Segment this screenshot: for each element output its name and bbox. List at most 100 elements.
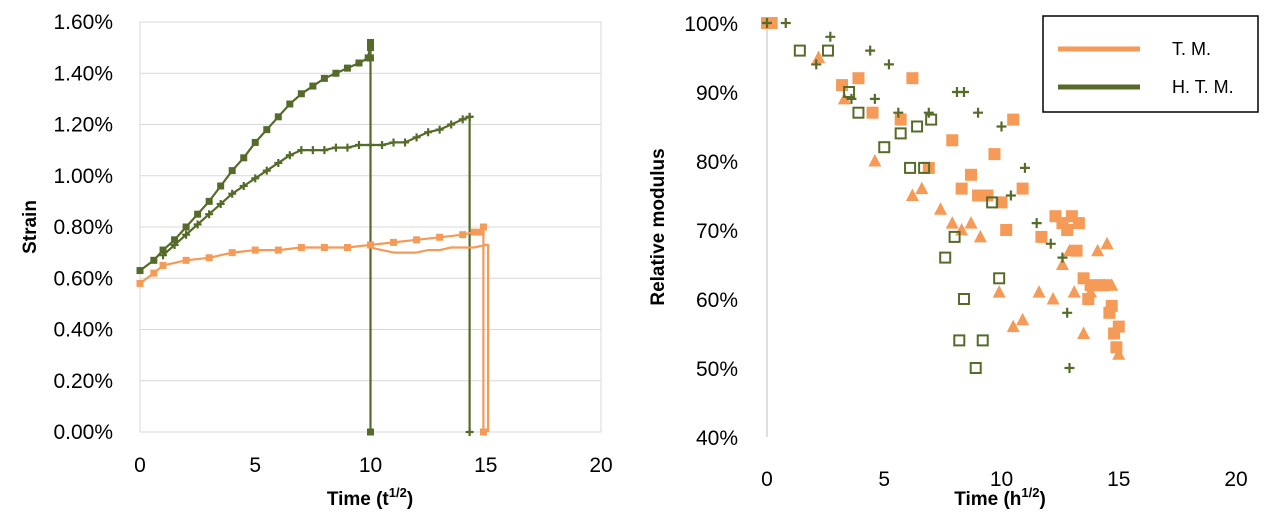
data-point [843,86,856,98]
strain-x-axis-title: Time (t1/2) [327,485,413,510]
data-point [866,106,879,119]
modulus-series [761,17,1126,374]
data-point [995,196,1008,209]
data-point [1061,224,1074,236]
data-point [1031,218,1042,229]
data-point [1062,307,1073,318]
data-point [1063,243,1077,257]
strain-chart: 0.00% 0.20% 0.40% 0.60% 0.80% 1.00% 1.20% 1.40%… [20,11,613,510]
data-point [367,54,374,62]
data-point [367,428,374,436]
data-point [780,18,791,28]
strain-series [136,39,490,436]
y-tick-label: 70% [696,220,738,243]
legend-label-tm: T. M. [1172,39,1211,59]
data-point [150,256,158,264]
data-point [1064,363,1075,373]
data-point [811,59,822,70]
strain-x-tick-labels: 0 5 10 15 20 [134,454,613,477]
data-point [1055,257,1069,270]
data-point [964,216,978,229]
data-point [389,138,398,147]
y-tick-label: 0.80% [53,216,113,239]
data-point [217,182,225,190]
data-point [993,272,1006,285]
data-point [821,44,834,57]
data-point [479,428,487,436]
data-point [1016,182,1029,195]
data-point [868,154,882,167]
data-point [945,216,959,229]
data-point [436,233,444,241]
data-point [136,279,144,287]
modulus-x-tick-labels: 0 5 10 15 20 [761,468,1248,491]
legend-label-htm: H. T. M. [1172,77,1234,97]
data-point [401,138,410,147]
x-tick-label: 10 [359,454,382,477]
data-point [969,362,982,374]
data-point [904,161,917,174]
data-point [988,148,1001,161]
data-point [1067,285,1081,298]
data-point [981,189,994,202]
y-tick-label: 0.60% [53,267,113,290]
y-tick-label: 0.20% [53,370,113,393]
x-tick-label: 20 [1224,468,1247,491]
x-tick-label: 15 [1107,468,1130,491]
data-point [367,44,374,52]
data-point [285,151,294,160]
y-tick-label: 50% [696,358,738,381]
data-point [216,199,225,208]
data-point [182,256,190,264]
y-tick-label: 80% [696,151,738,174]
data-point [343,143,352,152]
data-point [918,161,931,174]
data-point [470,228,478,236]
y-tick-label: 0.00% [53,421,113,444]
data-point [923,107,934,118]
modulus-x-axis-title: Time (h1/2) [954,485,1046,510]
data-point [1005,190,1016,201]
data-point [996,121,1007,132]
data-point [297,146,306,155]
x-tick-label: 0 [134,454,146,477]
modulus-y-axis-title: Relative modulus [648,148,669,305]
data-point [1016,312,1030,326]
data-point [297,90,305,98]
data-point [458,115,467,124]
data-point [308,146,317,155]
data-point [852,72,865,85]
data-point [171,236,179,244]
data-point [1091,243,1105,257]
data-point [1045,238,1056,249]
data-point [251,174,260,183]
x-tick-label: 5 [878,468,890,491]
data-point [958,87,969,97]
data-point [331,143,340,152]
strain-y-tick-labels: 0.00% 0.20% 0.40% 0.60% 0.80% 1.00% 1.20% 1.40%… [53,11,113,444]
data-point [228,249,236,257]
data-point [1100,236,1114,250]
y-tick-label: 100% [684,13,738,36]
data-point [836,79,849,92]
data-point [424,128,433,137]
data-point [182,230,191,239]
data-point [366,141,375,149]
data-point [320,244,328,251]
data-point [893,107,904,118]
data-point [205,197,213,205]
data-point [367,241,374,249]
data-point [447,120,456,129]
data-point [479,223,487,231]
data-point [1105,278,1119,291]
data-point [1077,326,1091,339]
data-point [182,223,190,231]
data-point [343,64,351,72]
data-point [911,120,924,133]
data-point [1019,162,1030,173]
data-point [228,189,237,198]
data-point [837,91,851,105]
data-point [1112,320,1125,333]
data-point [906,72,919,85]
data-point [251,138,259,146]
